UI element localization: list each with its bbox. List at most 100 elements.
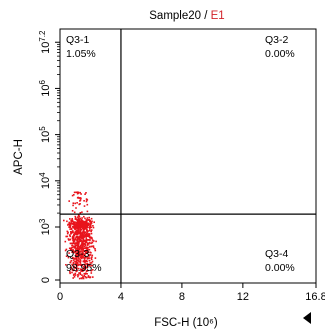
event-dot [87, 230, 90, 232]
event-dot [88, 233, 91, 235]
event-dot [77, 191, 79, 193]
event-dot [65, 235, 67, 238]
event-dot [78, 251, 80, 253]
event-dot [75, 191, 77, 194]
event-dot [80, 244, 82, 247]
event-dot [71, 194, 74, 197]
event-dot [65, 248, 68, 251]
event-dot [71, 220, 74, 223]
event-dot [76, 197, 79, 199]
event-dot [82, 255, 85, 257]
event-dot [78, 257, 80, 260]
quadrant-q3-4-name: Q3-4 [265, 248, 289, 260]
event-dot [80, 218, 83, 221]
event-dot [75, 256, 78, 259]
event-dot [86, 231, 88, 233]
event-dot [84, 241, 87, 244]
event-dot [75, 260, 78, 262]
event-dot [86, 210, 89, 213]
event-dot [76, 202, 78, 204]
event-dot [81, 211, 83, 213]
event-dot [76, 226, 79, 228]
scroll-left-arrow-icon[interactable] [303, 312, 311, 324]
event-dot [85, 192, 87, 194]
event-dot [70, 222, 72, 224]
event-dot [79, 199, 82, 201]
event-dot [76, 274, 79, 276]
event-dot [76, 235, 79, 238]
event-dot [72, 269, 75, 272]
event-dot [77, 227, 80, 230]
event-dot [71, 218, 73, 220]
event-dot [82, 276, 84, 278]
event-dot [68, 223, 71, 225]
x-tick-label: 8 [179, 291, 185, 303]
event-dot [66, 232, 69, 235]
event-dot [76, 192, 79, 195]
event-dot [78, 253, 80, 255]
event-dot [68, 252, 70, 254]
event-dot [80, 277, 83, 279]
event-dot [69, 224, 71, 227]
event-dot [80, 247, 82, 249]
event-dot [69, 218, 71, 220]
event-dot [82, 226, 85, 229]
event-dot [88, 243, 90, 245]
event-dot [87, 264, 89, 266]
event-dot [75, 247, 78, 250]
event-dot [72, 230, 74, 232]
event-dot [76, 237, 79, 239]
event-dot [78, 220, 80, 222]
event-dot [83, 247, 86, 249]
event-dot [73, 245, 75, 248]
event-dot [71, 222, 73, 225]
event-dot [69, 238, 71, 241]
event-dot [74, 216, 77, 219]
event-dot [81, 255, 83, 257]
event-dot [86, 265, 89, 267]
event-dot [83, 242, 85, 245]
event-dot [75, 230, 78, 233]
event-dot [72, 246, 74, 249]
event-dot [84, 263, 87, 265]
event-dot [94, 249, 97, 252]
event-dot [79, 258, 81, 261]
event-dot [81, 240, 84, 242]
event-dot [85, 237, 88, 239]
event-dot [65, 255, 68, 257]
event-dot [69, 234, 71, 236]
event-dot [76, 252, 79, 254]
plot-title: Sample20 / E1 [149, 10, 224, 22]
event-dot [78, 236, 81, 238]
event-dot [77, 254, 80, 256]
x-tick-label: 12 [237, 291, 249, 303]
event-dot [70, 221, 73, 223]
event-dot [86, 273, 88, 275]
event-dot [75, 236, 78, 239]
event-dot [83, 245, 86, 248]
event-dot [83, 268, 86, 270]
event-dot [81, 224, 84, 227]
event-dot [79, 226, 82, 229]
event-dot [71, 219, 74, 222]
event-dot [76, 229, 79, 232]
event-dot [89, 251, 91, 254]
event-dot [89, 245, 91, 248]
event-dot [92, 245, 95, 247]
event-dot [77, 240, 79, 243]
event-dot [72, 202, 75, 204]
event-dot [72, 236, 75, 239]
event-dot [71, 210, 74, 212]
event-dot [72, 261, 75, 264]
event-dot [79, 246, 82, 248]
event-dot [86, 263, 88, 265]
event-dot [84, 225, 87, 228]
event-dot [86, 248, 88, 251]
event-dot [73, 269, 75, 271]
event-dot [68, 200, 70, 202]
event-dot [82, 222, 84, 225]
event-dot [82, 240, 85, 243]
event-dot [75, 233, 78, 235]
event-dot [89, 223, 91, 226]
event-dot [86, 230, 88, 232]
